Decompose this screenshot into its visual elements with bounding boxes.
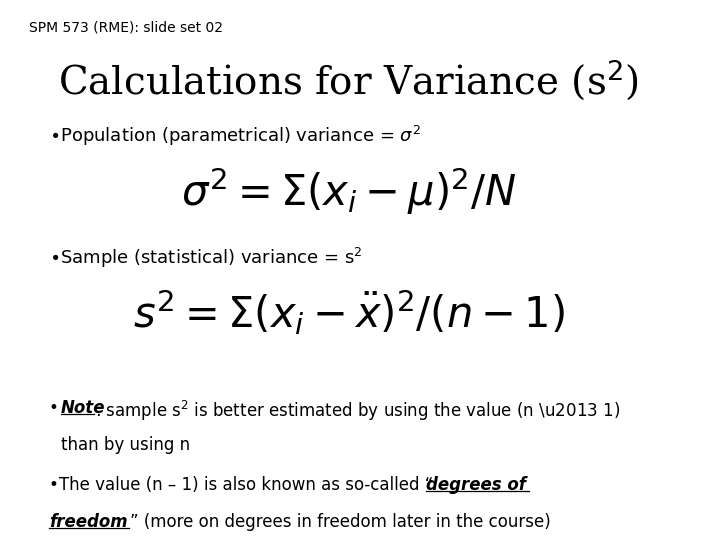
Text: $s^2 = \Sigma(x_i - \ddot{x})^2/(n - 1)$: $s^2 = \Sigma(x_i - \ddot{x})^2/(n - 1)$: [133, 288, 565, 338]
Text: degrees of: degrees of: [426, 476, 526, 494]
Text: Note: Note: [61, 399, 105, 417]
Text: than by using n: than by using n: [61, 436, 190, 454]
Text: SPM 573 (RME): slide set 02: SPM 573 (RME): slide set 02: [29, 20, 223, 34]
Text: •The value (n – 1) is also known as so-called “: •The value (n – 1) is also known as so-c…: [49, 476, 433, 494]
Text: $\sigma^2 = \Sigma(x_i - \mu)^2/N$: $\sigma^2 = \Sigma(x_i - \mu)^2/N$: [181, 166, 517, 218]
Text: •: •: [49, 399, 59, 417]
Text: Calculations for Variance (s$^2$): Calculations for Variance (s$^2$): [58, 57, 639, 102]
Text: $\bullet$Sample (statistical) variance = s$^2$: $\bullet$Sample (statistical) variance =…: [49, 246, 362, 269]
Text: $\bullet$Population (parametrical) variance = $\sigma^2$: $\bullet$Population (parametrical) varia…: [49, 124, 420, 147]
Text: ” (more on degrees in freedom later in the course): ” (more on degrees in freedom later in t…: [130, 513, 550, 531]
Text: : sample s$^2$ is better estimated by using the value (n \u2013 1): : sample s$^2$ is better estimated by us…: [95, 399, 620, 423]
Text: freedom: freedom: [49, 513, 127, 531]
